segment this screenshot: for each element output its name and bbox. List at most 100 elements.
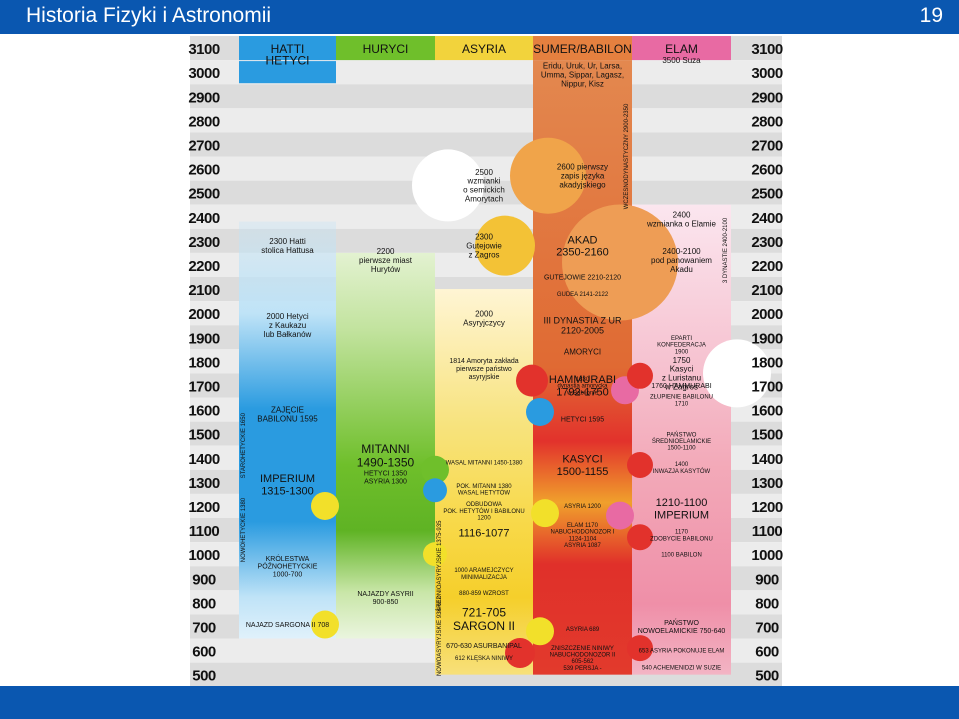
header-hatti bbox=[239, 36, 336, 61]
year-label-right: 2600 bbox=[751, 162, 783, 179]
header-elam bbox=[632, 36, 731, 61]
event-label: ODBUDOWA POK. HETYTÓW I BABILONU 1200 bbox=[443, 502, 524, 521]
event-label: GUDEA 2141-2122 bbox=[557, 292, 609, 298]
event-label: 3500 Suza bbox=[662, 56, 701, 65]
year-label-right: 3100 bbox=[751, 41, 783, 58]
year-label-right: 900 bbox=[755, 571, 779, 588]
year-label-left: 1200 bbox=[188, 499, 220, 516]
year-label-right: 1100 bbox=[752, 523, 783, 540]
event-label: AKAD 2350-2160 bbox=[556, 234, 609, 258]
year-label-right: 2200 bbox=[751, 258, 783, 275]
year-label-right: 2700 bbox=[751, 137, 783, 154]
page-number: 19 bbox=[919, 4, 943, 27]
event-marker bbox=[505, 637, 535, 668]
year-label-right: 1400 bbox=[751, 451, 783, 468]
event-marker bbox=[703, 339, 771, 408]
era-columns bbox=[239, 60, 731, 675]
event-label: 540 ACHEMENIDZI W SUZIE bbox=[642, 666, 721, 672]
year-label-right: 1500 bbox=[751, 427, 783, 444]
year-label-left: 1500 bbox=[188, 427, 220, 444]
year-label-right: 2300 bbox=[751, 234, 783, 251]
column-header-label: SUMER/BABILON bbox=[533, 42, 632, 56]
year-label-right: 1900 bbox=[751, 330, 783, 347]
event-label: 1100 BABILON bbox=[661, 552, 702, 558]
event-label: 1000 ARAMEJCZYCY MINIMALIZACJA bbox=[454, 568, 513, 581]
event-label: 1750 Kasyci z Luristanu w Zagros bbox=[662, 356, 701, 392]
event-marker bbox=[531, 499, 559, 528]
year-label-right: 2000 bbox=[751, 306, 783, 323]
event-label: 1830 dynastia amorycka w Babilonie bbox=[557, 377, 608, 396]
event-label: AMORYCI bbox=[564, 348, 601, 357]
year-label-right: 1600 bbox=[751, 403, 783, 420]
year-label-right: 700 bbox=[755, 619, 779, 636]
year-label-left: 1000 bbox=[188, 547, 220, 564]
year-stripe bbox=[190, 180, 782, 205]
event-label: 2200 pierwsze miast Hurytów bbox=[359, 247, 413, 274]
event-label: NAJAZD SARGONA II 708 bbox=[246, 622, 329, 629]
event-label: ELAM 1170 NABUCHODONOZOR I 1124-1104 ASYRIA… bbox=[550, 523, 614, 549]
year-label-right: 600 bbox=[755, 644, 779, 661]
year-label-right: 2100 bbox=[751, 282, 783, 299]
year-label-right: 2500 bbox=[751, 186, 783, 203]
event-marker bbox=[423, 478, 447, 503]
year-label-left: 1700 bbox=[188, 378, 220, 395]
hetyci-band bbox=[239, 61, 336, 84]
event-label: 2000 Asyryjczycy bbox=[463, 309, 505, 327]
event-label: 2400 wzmianka o Elamie bbox=[646, 210, 716, 228]
event-label: IMPERIUM 1315-1300 bbox=[260, 473, 315, 497]
column-header-label: ASYRIA bbox=[462, 42, 506, 56]
column-header-label: ELAM bbox=[665, 42, 698, 56]
year-label-right: 1700 bbox=[751, 378, 783, 395]
era-vertical-label: 3 DYNASTIE 2400-2100 bbox=[723, 217, 729, 283]
year-label-left: 2600 bbox=[188, 162, 220, 179]
era-vertical-label: STAROHETYCKIE 1650 bbox=[241, 412, 247, 478]
column-huryci bbox=[336, 252, 435, 639]
year-label-left: 2500 bbox=[188, 186, 220, 203]
year-stripe bbox=[190, 132, 782, 157]
year-label-right: 800 bbox=[755, 595, 779, 612]
event-label: 2600 pierwszy zapis języka akadyjskiego bbox=[557, 163, 608, 190]
header-huryci bbox=[336, 36, 435, 61]
event-label: 1814 Amoryta zakłada pierwsze państwo asyr… bbox=[449, 358, 518, 381]
event-marker bbox=[562, 204, 678, 321]
year-label-right: 1200 bbox=[751, 499, 783, 516]
event-label: 2300 Hatti stolica Hattusa bbox=[261, 237, 314, 255]
event-marker bbox=[627, 524, 653, 551]
year-stripe bbox=[190, 156, 782, 181]
event-marker bbox=[526, 397, 554, 426]
header-sumer bbox=[533, 36, 632, 61]
event-label: 2400-2100 pod panowaniem Akadu bbox=[651, 247, 712, 274]
event-markers bbox=[311, 137, 771, 668]
event-label: ZNISZCZENIE NINIWY NABUCHODONOZOR II 605-5… bbox=[550, 646, 616, 672]
year-label-right: 2800 bbox=[751, 113, 783, 130]
event-marker bbox=[412, 149, 484, 222]
event-marker bbox=[421, 455, 449, 484]
year-label-right: 1800 bbox=[751, 354, 783, 371]
event-labels: HETYCI 2300 Hatti stolica Hattusa 2000 Hety… bbox=[241, 53, 729, 676]
year-label-left: 1900 bbox=[188, 330, 220, 347]
event-label: III DYNASTIA Z UR 2120-2005 bbox=[543, 315, 622, 335]
era-vertical-label: ŚREDNIOASYRYJSKIE 1375-935 bbox=[435, 520, 443, 612]
event-marker bbox=[510, 137, 586, 214]
column-header-label: HURYCI bbox=[363, 42, 409, 56]
year-label-right: 3000 bbox=[751, 65, 783, 82]
era-vertical-label: WCZESNODYNASTYCZNY 2900-2350 bbox=[624, 103, 630, 209]
column-asyria bbox=[435, 289, 533, 675]
year-label-left: 2200 bbox=[188, 258, 220, 275]
event-label: 1116-1077 bbox=[459, 527, 510, 539]
year-label-left: 1800 bbox=[188, 354, 220, 371]
event-marker bbox=[475, 215, 535, 276]
event-label: 2300 Gutejowie z Zagros bbox=[466, 233, 502, 260]
column-headers: HATTI HURYCI ASYRIA SUMER/BABILON ELAM bbox=[239, 36, 731, 61]
event-label: POK. MITANNI 1380 WASAL HETYTÓW bbox=[456, 484, 512, 497]
event-label: EPARTI KONFEDERACJA 1900 bbox=[657, 336, 706, 355]
event-marker bbox=[311, 610, 339, 639]
year-label-right: 1000 bbox=[751, 547, 783, 564]
event-label: HETYCI bbox=[265, 53, 309, 67]
slide-title: Historia Fizyki i Astronomii bbox=[26, 4, 272, 27]
year-label-left: 900 bbox=[192, 571, 216, 588]
column-header-label: HATTI bbox=[271, 42, 305, 56]
event-label: 880-859 WZROST bbox=[459, 591, 509, 597]
year-label-left: 3100 bbox=[188, 41, 220, 58]
year-label-left: 2300 bbox=[188, 234, 220, 251]
